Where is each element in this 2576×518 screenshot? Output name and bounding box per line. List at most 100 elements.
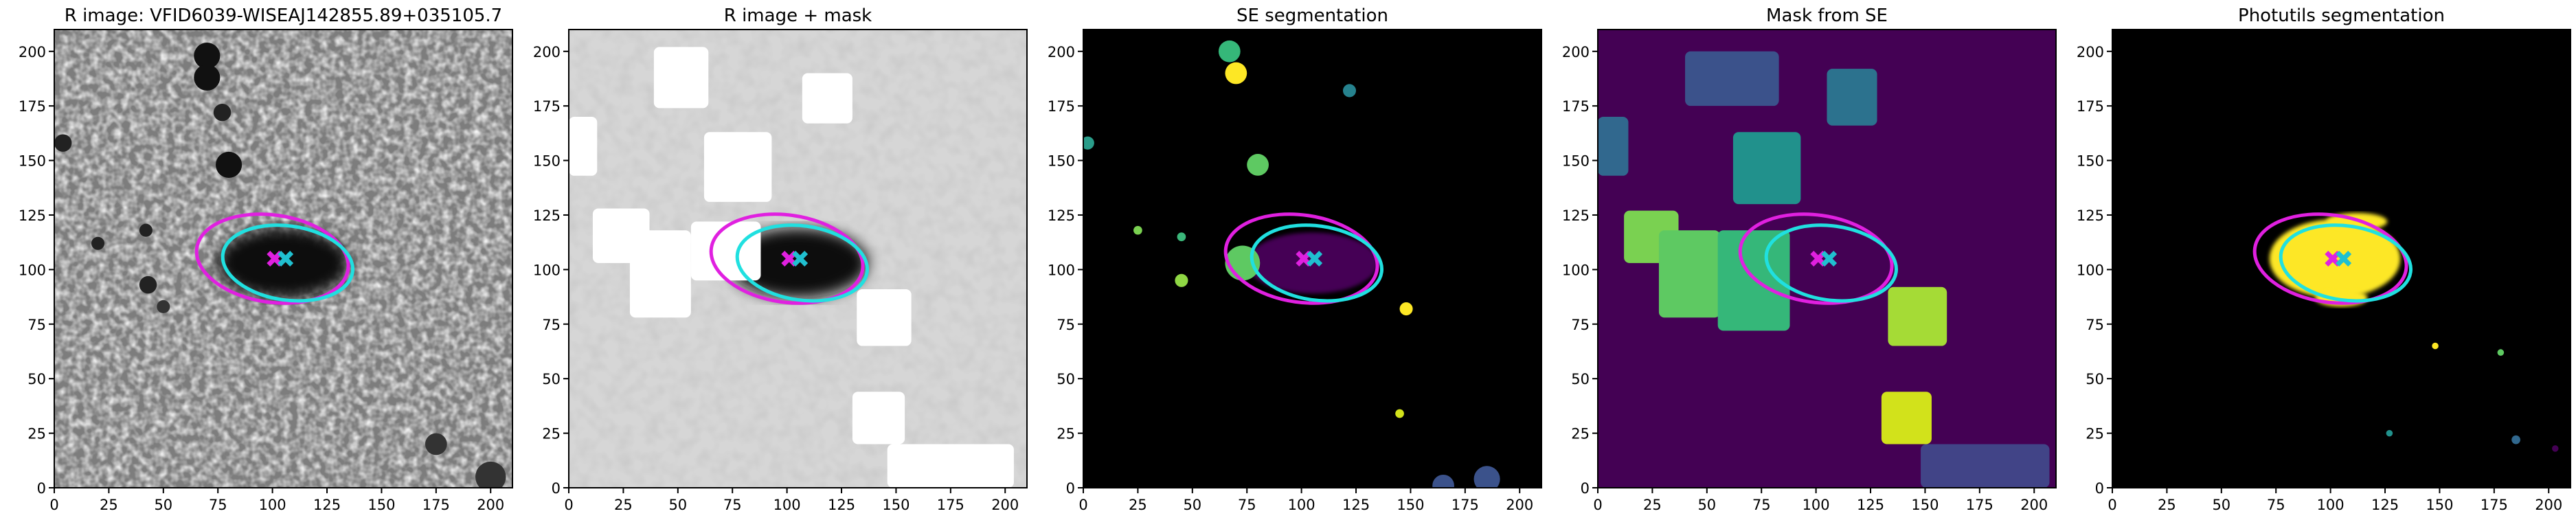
mask-box (1685, 51, 1779, 106)
blob (1175, 273, 1188, 287)
y-tick-label: 100 (2077, 262, 2104, 278)
y-tick-label: 150 (1562, 153, 1590, 170)
y-tick-label: 50 (2086, 371, 2104, 387)
blob (1395, 409, 1404, 418)
mask-box (857, 289, 912, 346)
y-tick-label: 25 (27, 426, 46, 442)
y-tick-label: 125 (533, 207, 561, 224)
x-tick-label: 150 (2426, 497, 2453, 513)
blob (1177, 232, 1186, 242)
mask-box (1717, 230, 1790, 331)
x-tick-label: 150 (882, 497, 909, 513)
blob (194, 64, 221, 91)
mask-box (1888, 286, 1947, 346)
y-tick-label: 125 (1562, 207, 1590, 224)
x-tick-label: 75 (723, 497, 742, 513)
panel: 0 25 50 75 100 125 150 175 200 0 25 50 75 100 125 150 17… (533, 5, 1028, 513)
y-tick-label: 175 (1562, 98, 1590, 115)
x-tick-label: 175 (1451, 497, 1479, 513)
panel-title: R image: VFID6039-WISEAJ142855.89+035105… (65, 5, 502, 26)
mask-box (653, 47, 709, 109)
x-tick-label: 25 (100, 497, 118, 513)
fit-ellipse (709, 212, 865, 305)
fit-ellipse (1223, 212, 1379, 305)
y-tick-label: 25 (542, 426, 561, 442)
x-tick-label: 200 (991, 497, 1019, 513)
blob (1247, 154, 1269, 176)
y-tick-label: 50 (1571, 371, 1590, 387)
image (1598, 30, 2056, 488)
fit-ellipse (2252, 212, 2408, 305)
blob (194, 43, 221, 69)
x-tick-label: 25 (1643, 497, 1662, 513)
blob (1133, 225, 1142, 235)
x-tick-label: 125 (2371, 497, 2399, 513)
axes-frame (568, 29, 1028, 488)
y-tick-label: 50 (1057, 371, 1075, 387)
blob (475, 461, 506, 488)
blob (2511, 435, 2520, 444)
x-tick-label: 200 (477, 497, 504, 513)
mask-box (629, 230, 691, 318)
y-tick-label: 150 (19, 153, 46, 170)
x-tick-label: 200 (2535, 497, 2562, 513)
blob (1342, 84, 1357, 98)
x-tick-label: 25 (1129, 497, 1147, 513)
x-tick-label: 25 (2158, 497, 2176, 513)
x-tick-label: 50 (2212, 497, 2230, 513)
x-tick-label: 175 (2481, 497, 2508, 513)
mask-box (690, 221, 761, 281)
x-tick-label: 0 (1593, 497, 1602, 513)
blob (213, 103, 231, 122)
image (1083, 30, 1541, 488)
x-tick-label: 150 (368, 497, 395, 513)
y-tick-label: 100 (1048, 262, 1075, 278)
blob (2552, 445, 2559, 452)
x-tick-label: 50 (668, 497, 687, 513)
y-tick-label: 100 (19, 262, 46, 278)
fit-ellipse (2279, 223, 2413, 303)
y-tick-label: 75 (542, 317, 561, 333)
y-tick-label: 0 (1066, 480, 1075, 497)
mask-box (1598, 117, 1629, 176)
x-tick-label: 0 (2108, 497, 2116, 513)
x-tick-label: 75 (1752, 497, 1771, 513)
x-tick-label: 25 (614, 497, 633, 513)
y-tick-label: 200 (1562, 44, 1590, 60)
mask-box (1921, 444, 2050, 488)
x-tick-label: 0 (564, 497, 573, 513)
x-tick-label: 100 (773, 497, 801, 513)
center-marker (792, 251, 809, 267)
y-tick-label: 175 (19, 98, 46, 115)
panel: 0 25 50 75 100 125 150 175 200 0 25 50 75 100 125 150 17… (1048, 5, 1542, 513)
x-tick-label: 75 (2267, 497, 2285, 513)
y-tick-label: 125 (19, 207, 46, 224)
blob (1225, 245, 1261, 281)
x-tick-label: 100 (259, 497, 286, 513)
x-tick-label: 125 (828, 497, 855, 513)
panel: 0 25 50 75 100 125 150 175 200 0 25 50 75 100 125 150 17… (19, 5, 513, 513)
y-tick-label: 150 (533, 153, 561, 170)
x-tick-label: 150 (1911, 497, 1939, 513)
panel: 0 25 50 75 100 125 150 175 200 0 25 50 75 100 125 150 17… (2077, 5, 2571, 513)
fit-ellipse (1250, 223, 1384, 303)
center-marker (1821, 251, 1838, 267)
y-tick-label: 200 (2077, 44, 2104, 60)
y-tick-label: 0 (37, 480, 46, 497)
fit-ellipse (1738, 212, 1894, 305)
axes-frame (1597, 29, 2057, 488)
blob (1399, 302, 1413, 316)
mask-box (1658, 230, 1720, 318)
panel-title: Mask from SE (1766, 5, 1888, 26)
blob (54, 134, 72, 152)
x-tick-label: 100 (2317, 497, 2345, 513)
blob (2432, 342, 2439, 350)
y-tick-label: 175 (1048, 98, 1075, 115)
center-marker (1307, 251, 1323, 267)
x-tick-label: 0 (49, 497, 58, 513)
x-tick-label: 75 (209, 497, 227, 513)
y-tick-label: 150 (1048, 153, 1075, 170)
panel-title: SE segmentation (1236, 5, 1388, 26)
fit-ellipse (194, 212, 350, 305)
mask-box (1827, 69, 1877, 126)
